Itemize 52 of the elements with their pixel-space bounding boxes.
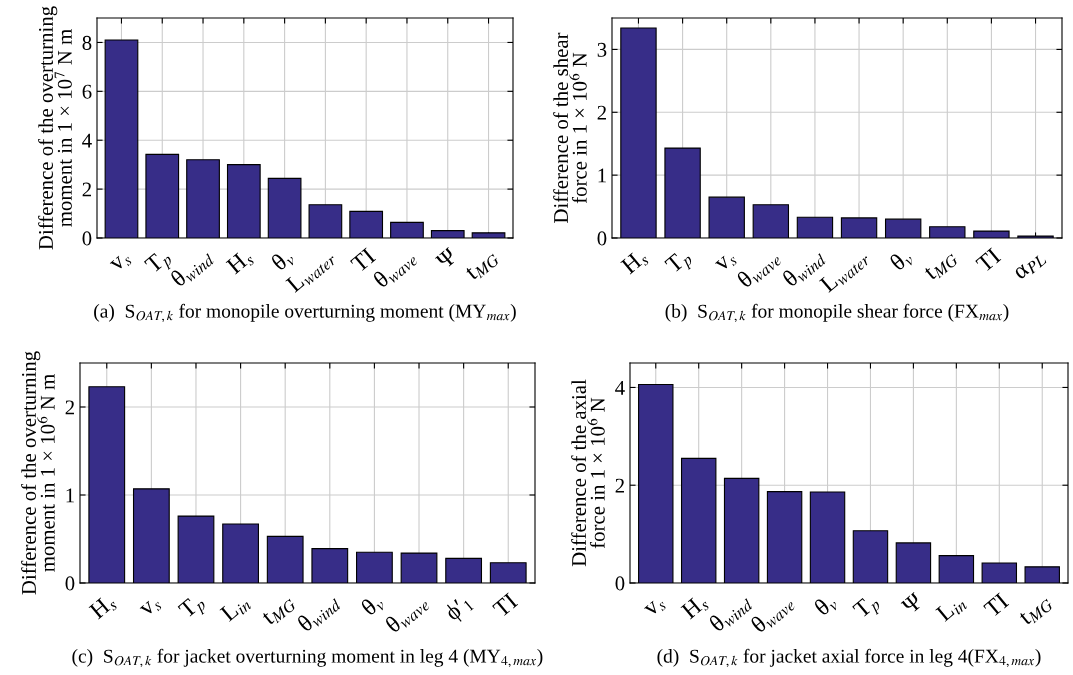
x-tick-label: θ$_{v}$	[269, 247, 297, 274]
y-tick-label: 8	[82, 35, 92, 50]
x-tick-label: v$_{s}$	[644, 596, 668, 620]
x-tick-label: H$_{s}$	[225, 247, 256, 277]
x-tick-label: Ψ	[900, 592, 924, 616]
x-tick-label: v$_{s}$	[139, 596, 163, 620]
x-tick-label: ϕ′$_{1}$	[443, 593, 476, 625]
text: (d) S$_{OAT,k}$ for jacket axial force in leg 4(FX$_{4,max}$)	[657, 648, 1041, 668]
x-tick-label: α$_{PL}$	[1013, 250, 1048, 282]
x-tick-label: TI	[975, 247, 1002, 273]
x-tick-label: T$_{p}$	[852, 592, 884, 624]
x-tick-label: H$_{s}$	[88, 592, 119, 622]
x-tick-label: θ$_{v}$	[888, 247, 915, 274]
x-tick-label: Ψ	[435, 247, 459, 271]
y-tick-label: 1	[598, 168, 606, 183]
x-tick-label: TI	[983, 592, 1010, 618]
y-tick-label: 0	[597, 231, 607, 246]
y-tick-label: 1	[66, 488, 74, 503]
y-axis-title: Difference of the overturning moment in 1 × 10$^{7}$ N m	[38, 6, 72, 250]
y-tick-label: 0	[615, 576, 625, 591]
x-tick-label: T$_{p}$	[664, 247, 696, 279]
x-tick-label: TI	[492, 592, 519, 618]
x-tick-label: θ$_{v}$	[812, 592, 840, 619]
x-tick-label: v$_{s}$	[109, 251, 133, 275]
y-tick-label: 2	[597, 105, 606, 120]
y-axis-title: Difference of the overturning moment in 1 × 10$^{6}$ N m	[21, 351, 55, 595]
x-tick-label: t$_{MG}$	[261, 594, 297, 628]
x-tick-label: v$_{s}$	[715, 255, 739, 272]
y-axis-title: Difference of the axial force in 1 × 10$^{6}$ N	[571, 379, 605, 567]
y-tick-label: 4	[82, 133, 92, 148]
y-tick-label: 2	[65, 400, 74, 415]
y-tick-label: 2	[615, 478, 624, 493]
x-tick-label: t$_{MG}$	[464, 249, 501, 283]
text: (c) S$_{OAT,k}$ for jacket overturning moment in leg 4 (MY$_{4,max}$)	[72, 648, 543, 668]
y-tick-label: 6	[82, 84, 92, 99]
x-tick-label: T$_{p}$	[177, 592, 209, 624]
text: (b) S$_{OAT,k}$ for monopile shear force (FX$_{max}$)	[665, 303, 1009, 323]
text: (a) S$_{OAT,k}$ for monopile overturning moment (MY$_{max}$)	[94, 303, 516, 323]
x-tick-label: t$_{MG}$	[923, 249, 960, 283]
y-axis-title: Difference of the shear force in 1 × 10$^{6}$ N	[553, 32, 587, 223]
x-tick-label: H$_{s}$	[620, 247, 650, 277]
x-tick-label: t$_{MG}$	[1018, 594, 1054, 628]
y-tick-label: 3	[597, 42, 607, 57]
x-tick-label: H$_{s}$	[680, 597, 711, 620]
y-tick-label: 2	[82, 182, 91, 197]
x-tick-label: TI	[350, 247, 377, 273]
y-tick-label: 4	[615, 380, 625, 395]
y-tick-label: 0	[65, 576, 75, 591]
x-tick-label: θ$_{wind}$	[296, 591, 342, 635]
x-tick-label: L$_{in}$	[219, 592, 252, 625]
y-tick-label: 0	[82, 231, 92, 246]
x-tick-label: L$_{in}$	[935, 592, 968, 625]
